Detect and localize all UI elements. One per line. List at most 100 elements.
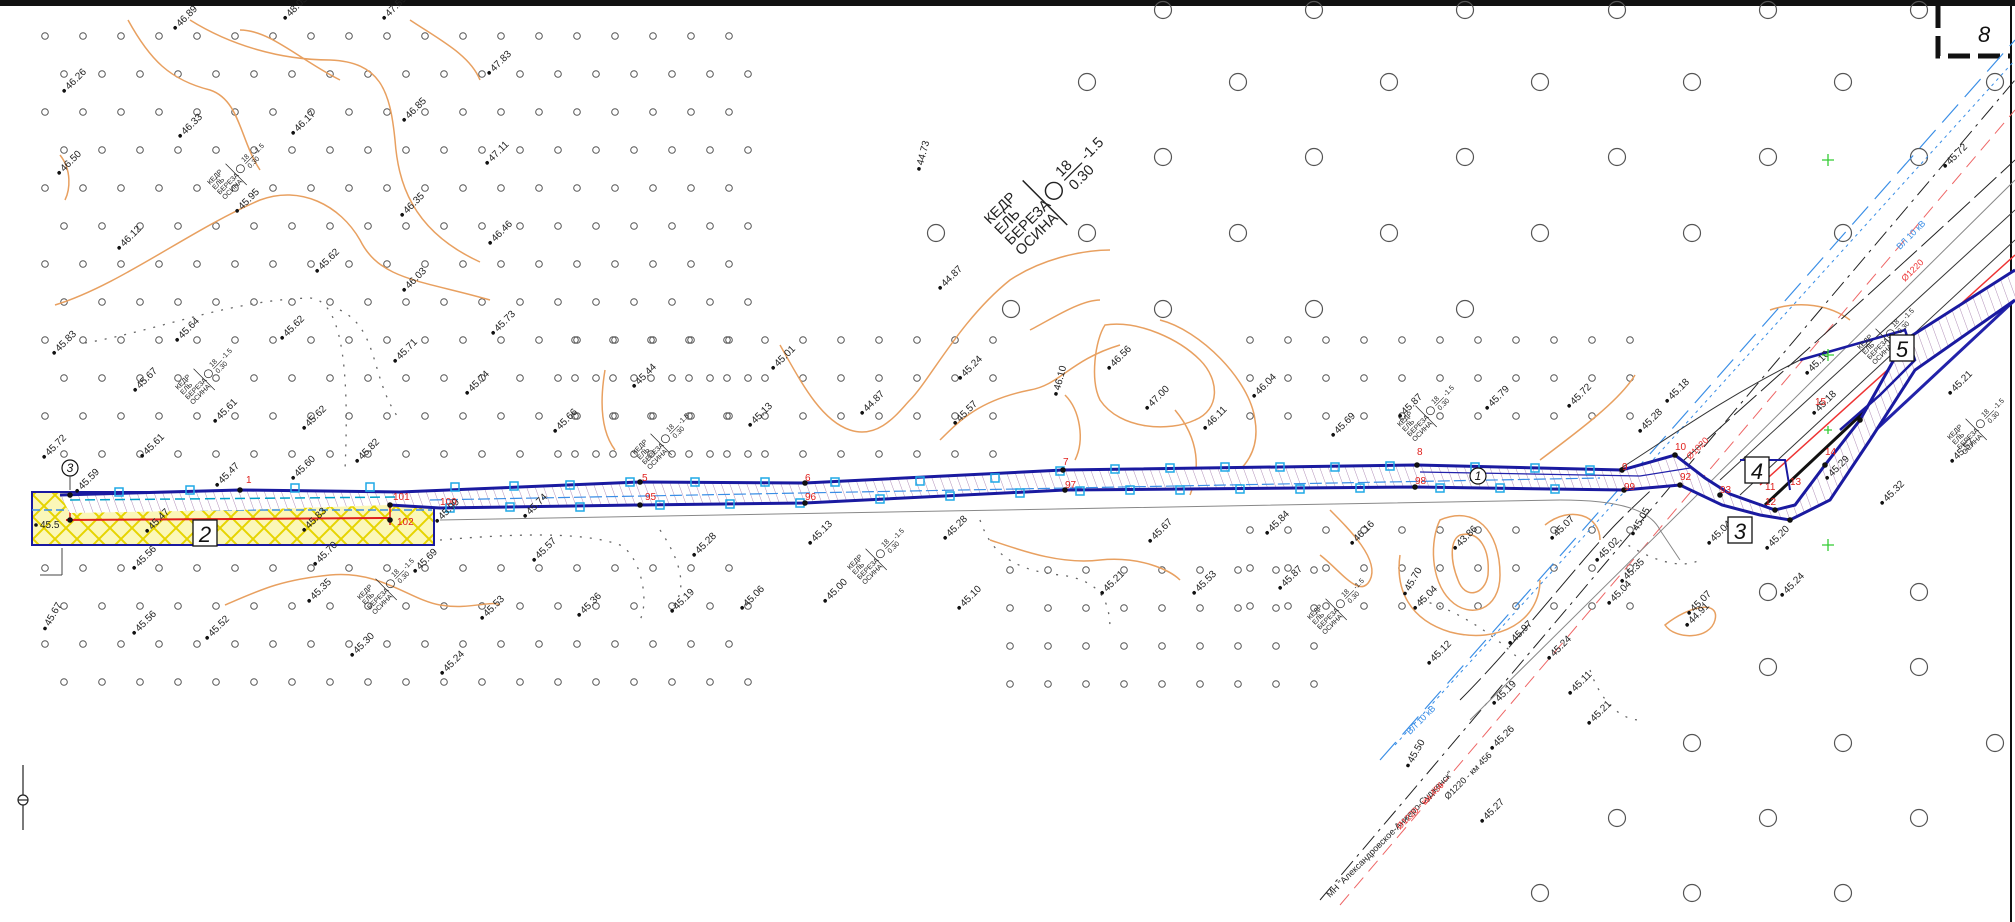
grid-point	[1246, 564, 1254, 572]
elevation-dot	[1707, 541, 1711, 545]
grid-point	[212, 450, 220, 458]
route-marker	[1175, 485, 1185, 495]
grid-point	[478, 678, 486, 686]
grid-point	[1474, 412, 1482, 420]
grid-point	[723, 450, 731, 458]
route-vertex	[387, 517, 393, 523]
elevation-label: 47.11	[486, 139, 511, 164]
spec-bracket	[225, 163, 248, 186]
grid-point	[459, 184, 467, 192]
elevation-dot	[280, 336, 284, 340]
elevation-label: 45.57	[533, 535, 559, 561]
spot-elevation: 45.50	[1406, 737, 1428, 768]
spec-suffix: -1.5	[1902, 307, 1916, 321]
grid-point-large	[1607, 808, 1627, 828]
route-point-number: 95	[645, 492, 657, 503]
grid-point	[649, 412, 657, 420]
grid-point	[155, 336, 163, 344]
grid-point	[250, 222, 258, 230]
spot-elevation: 45.69	[1331, 410, 1358, 437]
grid-point	[649, 640, 657, 648]
elevation-dot	[1620, 579, 1624, 583]
grid-point	[649, 260, 657, 268]
grid-point	[174, 602, 182, 610]
grid-point-large	[1304, 299, 1324, 319]
grid-point	[1322, 602, 1330, 610]
route-vertex	[1787, 517, 1793, 523]
spec-fraction-bar	[245, 155, 255, 164]
spec-fraction-bar	[395, 570, 405, 579]
grid-point	[307, 640, 315, 648]
grid-point	[571, 412, 579, 420]
elevation-label: 45.24	[1781, 570, 1807, 596]
grid-point	[364, 450, 372, 458]
grid-point	[1512, 374, 1520, 382]
grid-point-large	[1909, 147, 1929, 167]
grid-point-large	[1153, 299, 1173, 319]
grid-point	[231, 260, 239, 268]
elevation-dot	[1427, 661, 1431, 665]
spot-elevation: 45.67	[1148, 516, 1175, 543]
spec-bracket	[375, 578, 398, 601]
elevation-label: 45.53	[481, 593, 507, 619]
route-marker	[185, 485, 195, 495]
spec-fraction-bar	[1345, 590, 1355, 599]
grid-point	[478, 222, 486, 230]
elevation-label: 46.89	[174, 3, 200, 29]
route-vertex	[1412, 484, 1418, 490]
spec-suffix: -1.5	[677, 412, 691, 426]
grid-point	[459, 640, 467, 648]
elevation-label: 45.10	[958, 583, 984, 609]
grid-point	[516, 374, 524, 382]
grid-point	[516, 450, 524, 458]
route-marker	[1125, 485, 1135, 495]
grid-point-large	[1833, 223, 1853, 243]
elevation-dot	[133, 388, 137, 392]
grid-point	[421, 260, 429, 268]
grid-point	[725, 108, 733, 116]
grid-point	[573, 640, 581, 648]
elevation-label: 45.12	[1428, 638, 1454, 664]
grid-point	[668, 70, 676, 78]
elevation-label: 45.60	[292, 453, 318, 479]
elevation-label: 44.73	[915, 139, 932, 166]
spot-elevation: 45.62	[302, 403, 329, 430]
grid-point	[364, 678, 372, 686]
grid-point	[516, 146, 524, 154]
grid-point	[573, 412, 581, 420]
grid-point	[535, 640, 543, 648]
grid-point	[440, 222, 448, 230]
spot-elevation: 45.36	[577, 590, 604, 617]
route-vertex	[1621, 487, 1627, 493]
route-point-number: 101	[393, 492, 410, 503]
grid-point	[1360, 564, 1368, 572]
grid-point	[421, 32, 429, 40]
grid-point	[1120, 604, 1128, 612]
elevation-dot	[1948, 391, 1952, 395]
grid-point	[478, 374, 486, 382]
elevation-label: 45.36	[578, 590, 604, 616]
spot-elevation: 45.21	[1948, 368, 1975, 395]
grid-point	[516, 678, 524, 686]
spot-elevation: 45.64	[175, 315, 202, 342]
grid-point	[951, 412, 959, 420]
elevation-label: 45.47	[216, 460, 242, 486]
grid-point	[193, 32, 201, 40]
elevation-label: 44.87	[861, 388, 887, 414]
grid-point	[611, 32, 619, 40]
grid-point	[611, 108, 619, 116]
grid-point	[1310, 604, 1318, 612]
route-marker	[655, 500, 665, 510]
circled-marker: 1	[1469, 467, 1487, 485]
grid-point	[1234, 566, 1242, 574]
elevation-dot	[1490, 746, 1494, 750]
grid-point	[516, 70, 524, 78]
grid-point	[1474, 526, 1482, 534]
spot-elevation: 45.61	[140, 431, 167, 458]
grid-point	[269, 184, 277, 192]
grid-point-large	[1455, 147, 1475, 167]
grid-point	[799, 450, 807, 458]
grid-point	[364, 298, 372, 306]
grid-point-large	[1455, 299, 1475, 319]
